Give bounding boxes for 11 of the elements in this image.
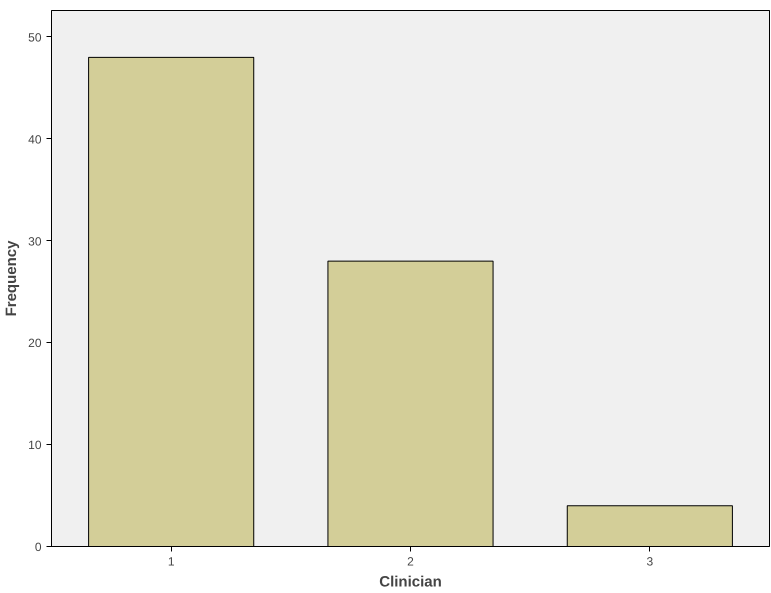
x-axis-title: Clinician xyxy=(379,574,442,590)
y-tick-label: 0 xyxy=(34,540,42,554)
y-tick-label: 30 xyxy=(28,234,42,248)
y-tick-label: 50 xyxy=(28,30,42,44)
y-tick-label: 10 xyxy=(28,438,42,452)
y-tick-label: 40 xyxy=(28,132,42,146)
y-axis-title: Frequency xyxy=(3,240,20,316)
y-tick-label: 20 xyxy=(28,336,42,350)
x-tick-label: 2 xyxy=(407,554,414,568)
x-tick-label: 1 xyxy=(168,554,175,568)
x-tick-label: 3 xyxy=(646,554,654,568)
